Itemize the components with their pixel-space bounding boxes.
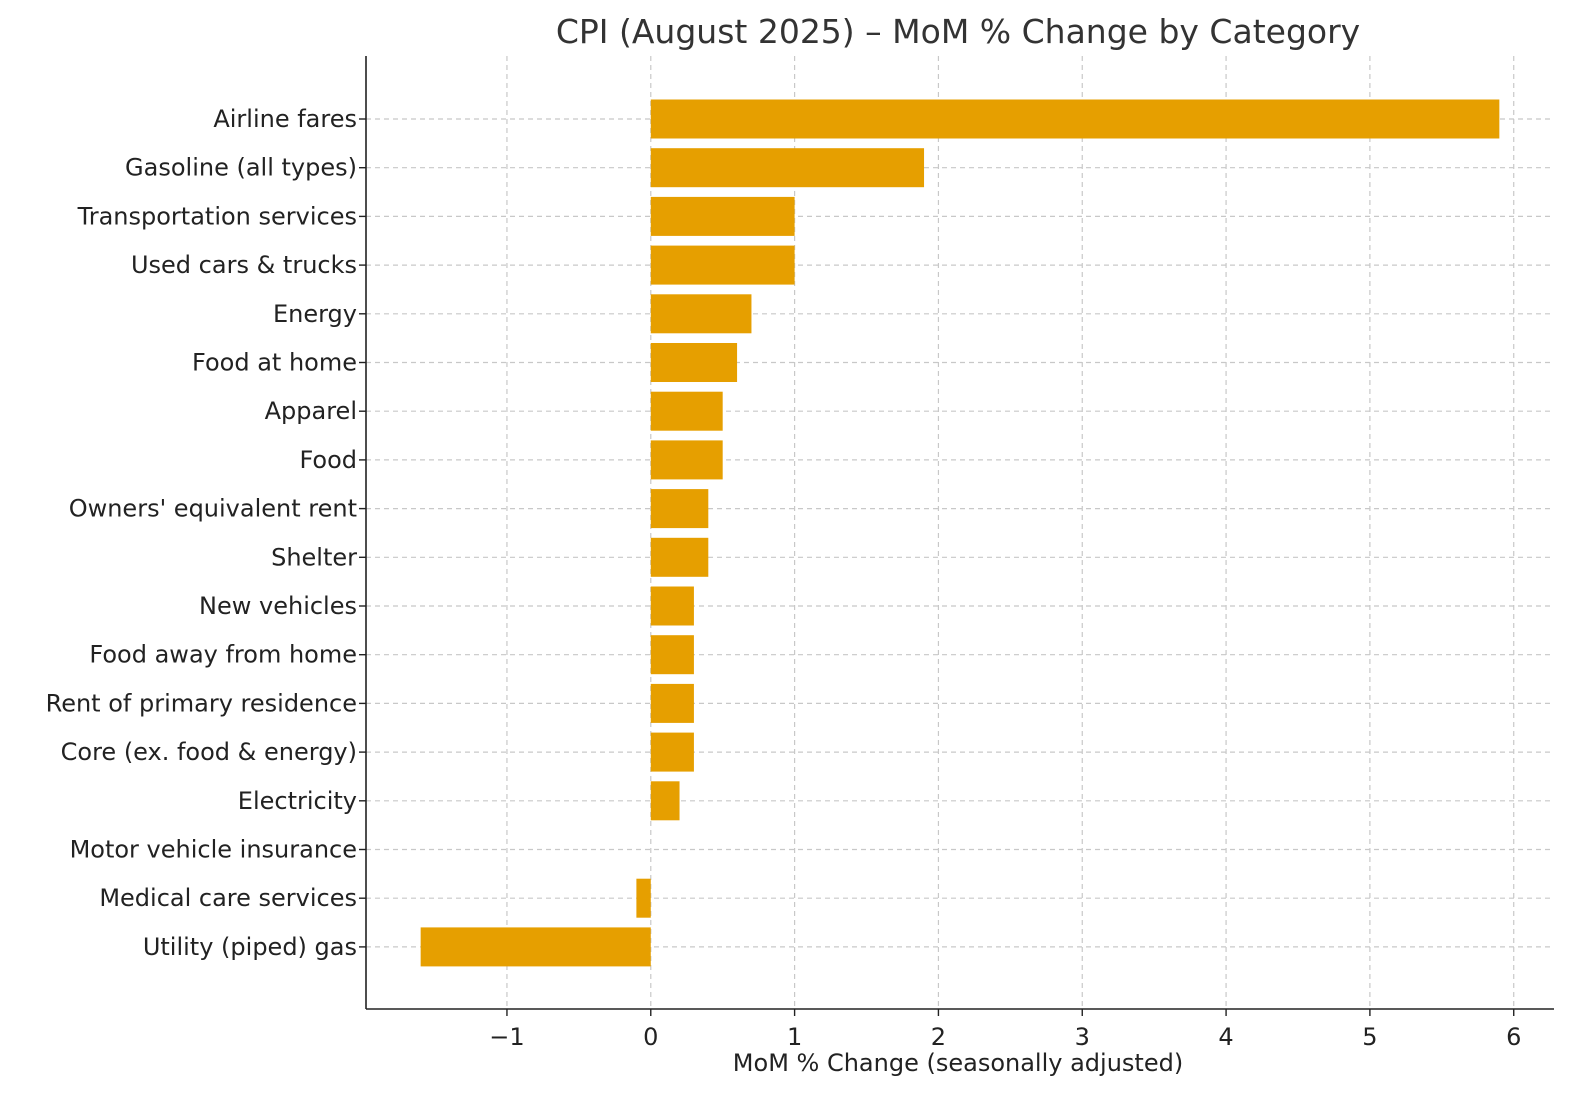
axis-layer	[359, 56, 1554, 1016]
bar	[636, 878, 651, 918]
category-label: Food away from home	[89, 641, 357, 669]
category-label: Owners' equivalent rent	[69, 495, 357, 523]
bar	[650, 245, 795, 285]
category-label: Airline fares	[213, 105, 357, 133]
chart-title: CPI (August 2025) – MoM % Change by Cate…	[556, 12, 1360, 51]
category-label: Shelter	[271, 543, 357, 571]
bar	[650, 635, 694, 675]
bar	[650, 781, 680, 821]
x-tick-label: 4	[1218, 1023, 1233, 1051]
x-tick-label: 2	[931, 1023, 946, 1051]
category-label: New vehicles	[199, 592, 357, 620]
bar	[650, 586, 694, 626]
bar	[650, 99, 1500, 139]
category-label: Transportation services	[77, 202, 357, 230]
x-tick-label: 6	[1506, 1023, 1521, 1051]
bar	[650, 440, 723, 480]
bar	[650, 683, 694, 723]
grid-layer	[366, 56, 1554, 1009]
bar	[650, 732, 694, 772]
category-label: Energy	[273, 300, 357, 328]
label-layer: −1 0 1 2 3 4 5 6 Airline fares Gasoline (all type…	[46, 105, 1522, 1051]
category-label: Electricity	[238, 787, 357, 815]
bar	[650, 391, 723, 431]
bar-layer	[420, 99, 1500, 967]
category-label: Food	[299, 446, 357, 474]
category-label: Food at home	[192, 349, 357, 377]
bar	[650, 196, 795, 236]
category-label: Apparel	[265, 397, 357, 425]
x-tick-label: −1	[489, 1023, 524, 1051]
bar	[650, 343, 738, 382]
bar	[650, 294, 752, 334]
x-tick-label: 5	[1362, 1023, 1377, 1051]
bar	[650, 537, 709, 577]
category-label: Gasoline (all types)	[125, 154, 357, 182]
bar	[650, 489, 709, 529]
category-label: Rent of primary residence	[46, 689, 357, 717]
category-label: Utility (piped) gas	[143, 933, 357, 961]
category-label: Motor vehicle insurance	[70, 836, 357, 864]
x-axis-label: MoM % Change (seasonally adjusted)	[733, 1049, 1183, 1077]
category-label: Medical care services	[99, 884, 357, 912]
category-label: Core (ex. food & energy)	[61, 738, 357, 766]
x-tick-label: 1	[787, 1023, 802, 1051]
x-tick-label: 0	[643, 1023, 658, 1051]
x-tick-label: 3	[1075, 1023, 1090, 1051]
category-label: Used cars & trucks	[131, 251, 357, 279]
bar	[650, 148, 925, 188]
bar	[420, 927, 651, 967]
